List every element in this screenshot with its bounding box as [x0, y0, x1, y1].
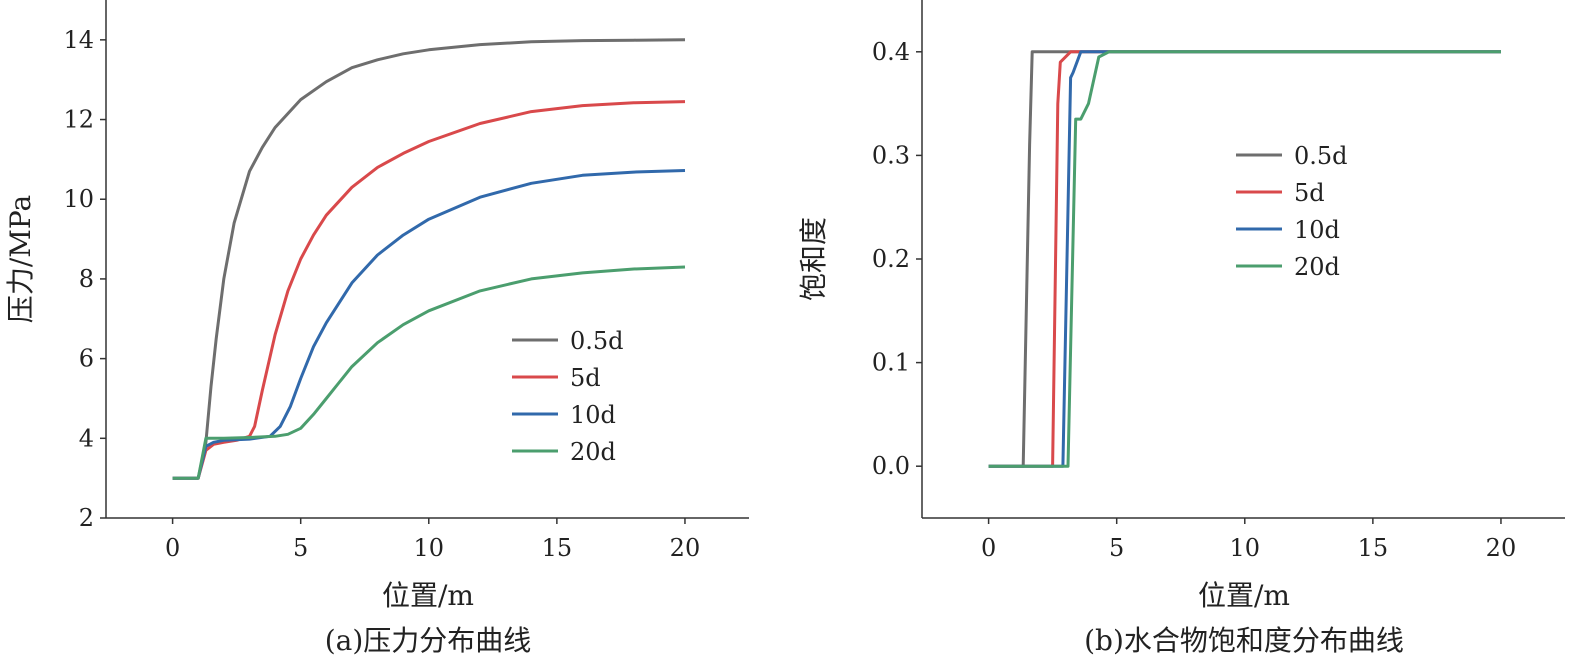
saturation-legend-label: 20d: [1294, 253, 1340, 281]
pressure-series-line-0.5d: [172, 38, 686, 480]
pressure-y-tick-label: 2: [79, 504, 94, 532]
saturation-x-axis-label: 位置/m: [1198, 579, 1290, 612]
pressure-legend-label: 20d: [570, 438, 616, 466]
saturation-x-tick-label: 15: [1358, 534, 1389, 562]
saturation-series-line-20d: [988, 50, 1501, 468]
pressure-x-tick-label: 0: [165, 534, 180, 562]
saturation-x-tick-label: 5: [1109, 534, 1124, 562]
saturation-x-tick-label: 10: [1230, 534, 1261, 562]
pressure-chart: 压力/MPa 位置/m (a)压力分布曲线 0 5 10 15 20 2 4 6 8 10 12 14…: [4, 0, 749, 657]
pressure-y-tick-label: 6: [79, 345, 94, 373]
saturation-chart: 饱和度 位置/m (b)水合物饱和度分布曲线 0 5 10 15 20 0.0 0.1 0.2…: [797, 0, 1565, 657]
pressure-y-tick-label: 14: [63, 26, 94, 54]
pressure-series-line-10d: [172, 169, 686, 480]
saturation-chart-caption: (b)水合物饱和度分布曲线: [1084, 624, 1404, 657]
saturation-legend-label: 10d: [1294, 216, 1340, 244]
saturation-series-line-10d: [988, 50, 1501, 468]
pressure-x-axis-label: 位置/m: [382, 579, 474, 612]
pressure-x-tick-label: 15: [542, 534, 573, 562]
pressure-chart-caption: (a)压力分布曲线: [325, 624, 532, 657]
saturation-x-tick-label: 0: [981, 534, 996, 562]
pressure-y-tick-label: 8: [79, 265, 94, 293]
pressure-legend-label: 5d: [570, 364, 601, 392]
pressure-x-tick-label: 5: [293, 534, 308, 562]
pressure-x-tick-label: 20: [670, 534, 701, 562]
pressure-y-tick-label: 12: [63, 106, 94, 134]
pressure-y-tick-label: 4: [79, 424, 94, 452]
pressure-y-tick-label: 10: [63, 185, 94, 213]
saturation-legend-label: 5d: [1294, 179, 1325, 207]
saturation-y-tick-label: 0.1: [872, 349, 910, 377]
saturation-x-tick-label: 20: [1486, 534, 1517, 562]
saturation-y-tick-label: 0.4: [872, 38, 910, 66]
pressure-series-line-5d: [172, 100, 686, 480]
pressure-legend-label: 0.5d: [570, 327, 624, 355]
pressure-series-line-20d: [172, 265, 686, 480]
pressure-x-tick-label: 10: [414, 534, 445, 562]
saturation-y-tick-label: 0.3: [872, 141, 910, 169]
saturation-y-tick-label: 0.2: [872, 245, 910, 273]
saturation-legend-label: 0.5d: [1294, 142, 1348, 170]
pressure-legend-label: 10d: [570, 401, 616, 429]
saturation-y-axis-label: 饱和度: [797, 217, 830, 301]
saturation-y-tick-label: 0.0: [872, 452, 910, 480]
pressure-y-axis-label: 压力/MPa: [4, 195, 37, 323]
